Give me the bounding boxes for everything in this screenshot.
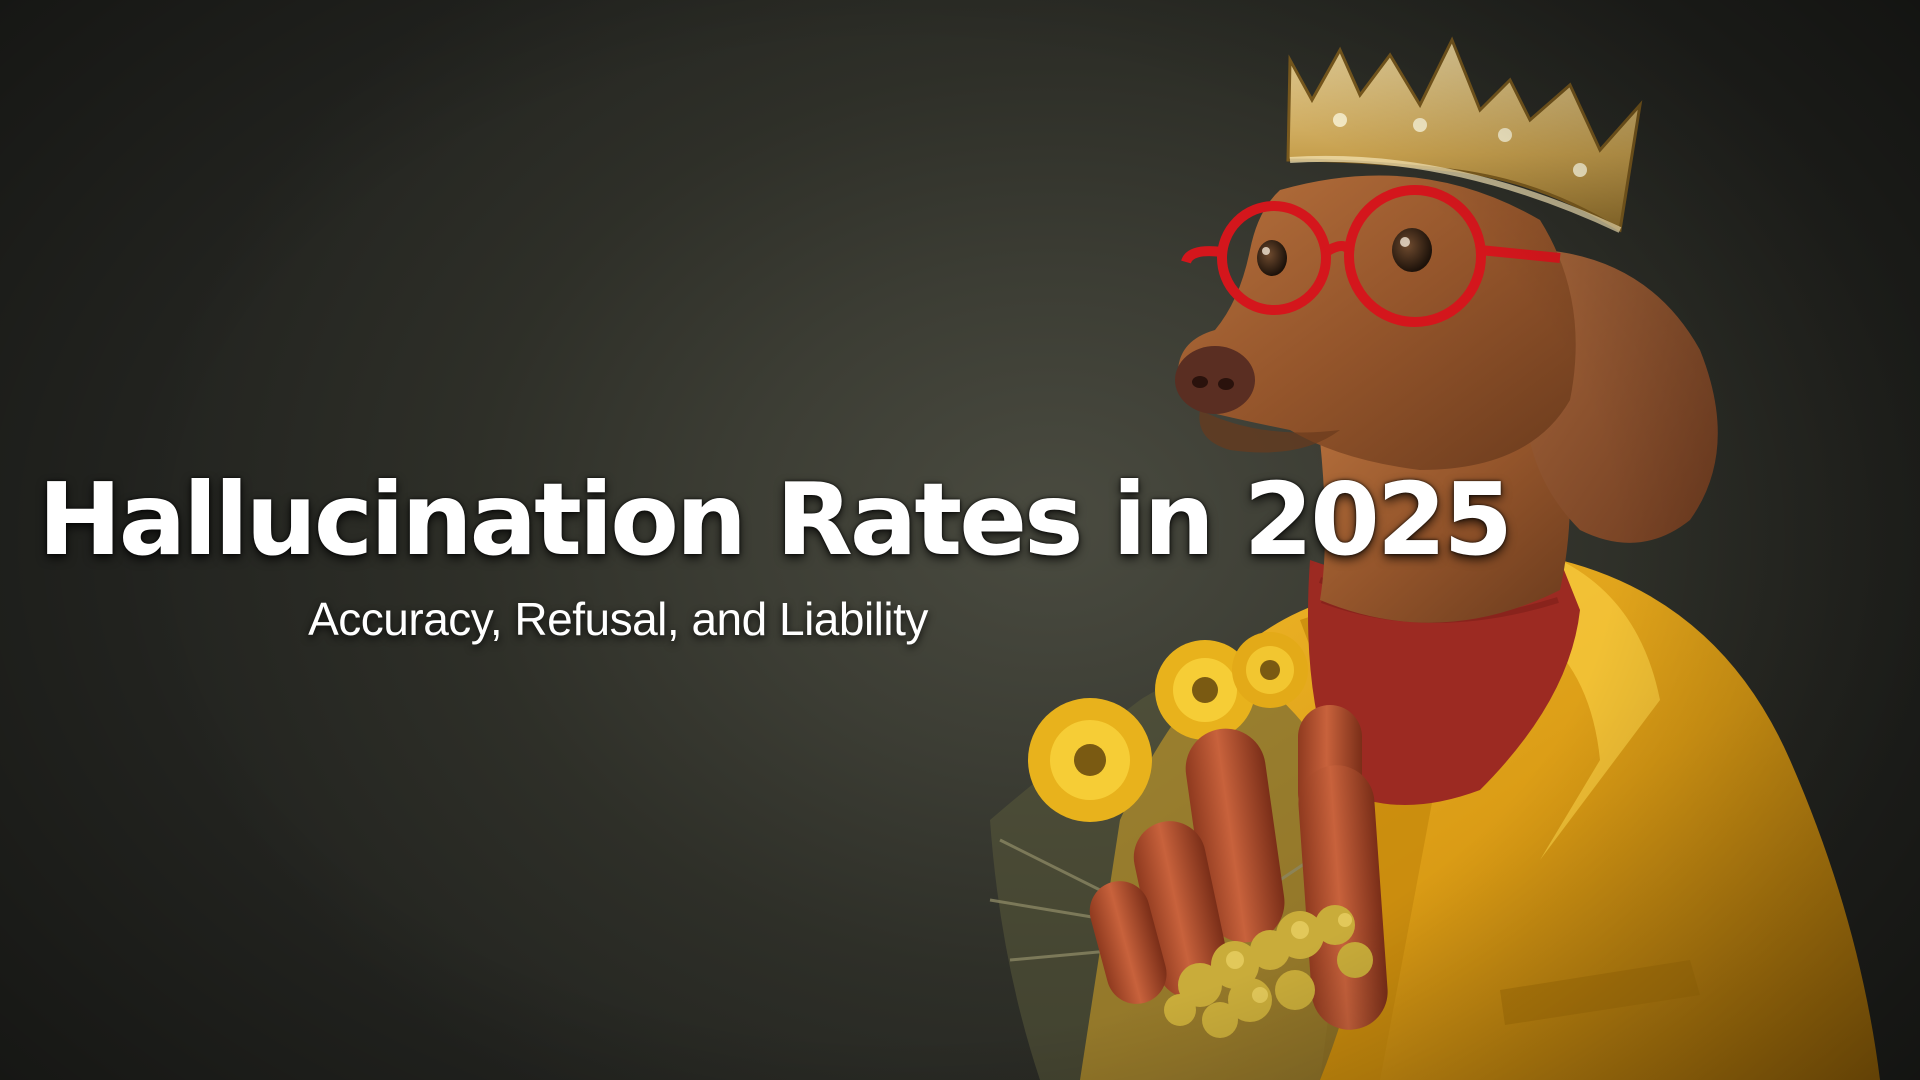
headline-title: Hallucination Rates in 2025 [38,461,1513,578]
flower-icon [1028,632,1308,822]
sausage-icon [1089,705,1388,1030]
dog-eye-left [1257,240,1287,276]
bouquet [989,632,1388,1080]
headline-subtitle: Accuracy, Refusal, and Liability [308,593,928,645]
dog-nose [1175,346,1255,414]
dog-eye-right [1392,228,1432,272]
crown-icon [1286,36,1643,233]
glasses-icon [1181,185,1561,327]
